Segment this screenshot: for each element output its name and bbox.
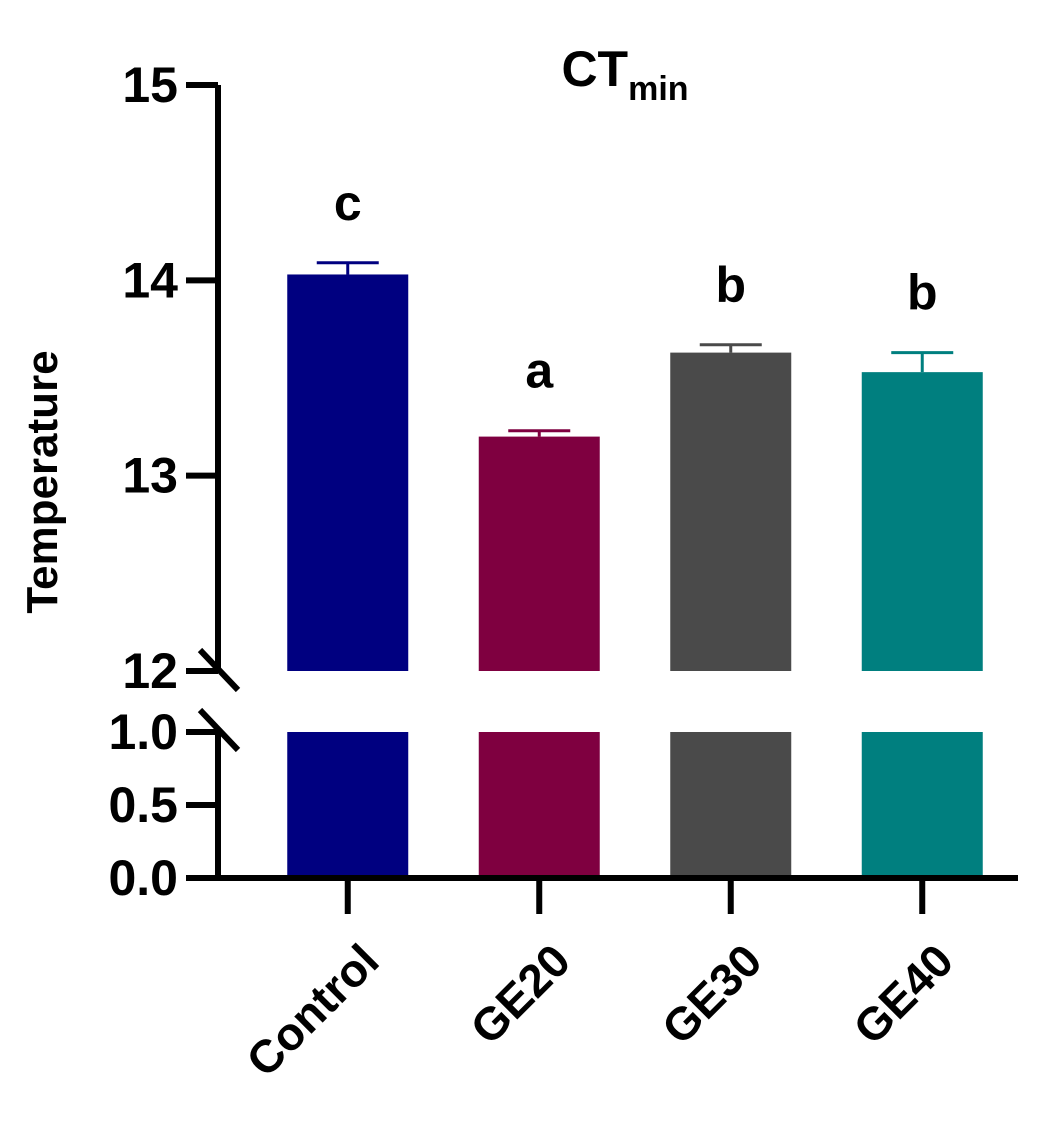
y-axis-label: Temperature [18,350,67,613]
x-tick-label-ge20: GE20 [460,934,580,1054]
bar-ge20-upper [478,436,600,671]
y-tick-label-13: 13 [122,448,178,504]
x-tick-label-control: Control [236,934,388,1086]
axes-layer [186,82,1018,914]
y-tick-label-14: 14 [122,252,178,308]
bars-layer [287,261,983,878]
bar-ge20-lower [478,732,600,878]
bar-ge40-upper [861,372,983,671]
chart-title-main: CT [561,41,628,97]
bar-control-upper [287,274,409,671]
y-tick-label-12: 12 [122,643,178,699]
significance-letter-ge30: b [715,257,746,313]
x-tick-label-ge40: GE40 [843,934,963,1054]
significance-letter-ge20: a [525,343,554,399]
chart-title-subscript: min [628,70,688,108]
y-tick-label-15: 15 [122,57,178,113]
y-tick-label-0-5: 0.5 [108,777,178,833]
significance-letter-control: c [334,175,362,231]
significance-letter-ge40: b [907,265,938,321]
bar-ge30-lower [670,732,792,878]
y-tick-label-0-0: 0.0 [108,850,178,906]
bar-ge30-upper [670,352,792,671]
bar-control-lower [287,732,409,878]
x-tick-label-ge30: GE30 [652,934,772,1054]
chart-title: CTmin [561,41,688,108]
axis-break-mark-lower [197,707,241,753]
bar-ge40-lower [861,732,983,878]
axis-break-mark-upper [197,647,241,693]
y-tick-label-1-0: 1.0 [108,704,178,760]
